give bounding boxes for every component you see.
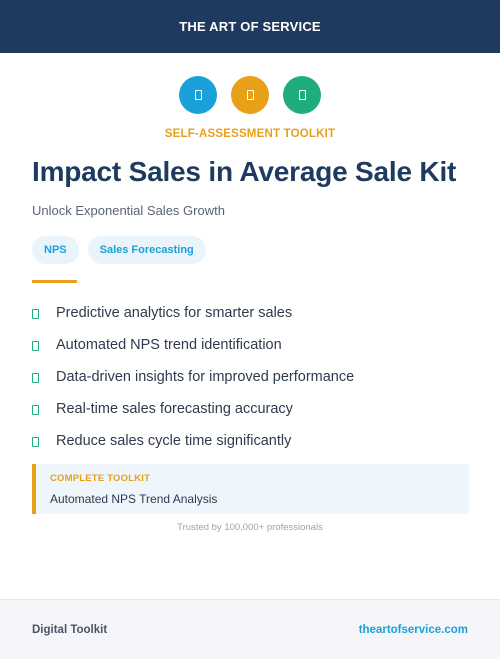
list-item: Data-driven insights for improved perfor… (32, 361, 472, 393)
callout-text: Automated NPS Trend Analysis (50, 492, 218, 506)
icon-row (0, 76, 500, 114)
footer-bar: Digital Toolkit theartofservice.com (0, 599, 500, 659)
toolkit-callout: COMPLETE TOOLKIT Automated NPS Trend Ana… (32, 464, 469, 514)
check-icon (32, 372, 39, 383)
list-item: Automated NPS trend identification (32, 329, 472, 361)
tag-nps[interactable]: NPS (32, 236, 79, 264)
icon-circle-green (283, 76, 321, 114)
page-title: Impact Sales in Average Sale Kit (32, 156, 457, 187)
benefit-text: Predictive analytics for smarter sales (56, 305, 293, 321)
footer-label: Digital Toolkit (32, 623, 108, 636)
document-icon (298, 90, 306, 100)
benefit-text: Data-driven insights for improved perfor… (56, 369, 355, 385)
list-item: Reduce sales cycle time significantly (32, 425, 472, 457)
accent-divider (32, 280, 77, 283)
check-icon (32, 308, 39, 319)
page-subtitle: Unlock Exponential Sales Growth (32, 203, 225, 218)
check-icon (32, 340, 39, 351)
check-icon (32, 404, 39, 415)
kicker-label: SELF-ASSESSMENT TOOLKIT (164, 128, 336, 140)
callout-label: COMPLETE TOOLKIT (50, 473, 151, 484)
list-item: Predictive analytics for smarter sales (32, 297, 472, 329)
icon-circle-blue (179, 76, 217, 114)
header-bar: THE ART OF SERVICE (0, 0, 500, 53)
trust-note: Trusted by 100,000+ professionals (177, 522, 323, 533)
list-item: Real-time sales forecasting accuracy (32, 393, 472, 425)
benefit-text: Reduce sales cycle time significantly (56, 433, 292, 449)
brand-name: THE ART OF SERVICE (179, 19, 321, 34)
check-icon (32, 436, 39, 447)
benefit-text: Real-time sales forecasting accuracy (56, 401, 293, 417)
icon-circle-orange (231, 76, 269, 114)
tag-sales-forecasting[interactable]: Sales Forecasting (87, 236, 206, 264)
benefit-text: Automated NPS trend identification (56, 337, 282, 353)
benefit-list: Predictive analytics for smarter sales A… (32, 297, 472, 457)
document-icon (246, 90, 254, 100)
document-icon (194, 90, 202, 100)
website-link[interactable]: theartofservice.com (358, 623, 468, 636)
tag-list: NPS Sales Forecasting (32, 236, 206, 264)
